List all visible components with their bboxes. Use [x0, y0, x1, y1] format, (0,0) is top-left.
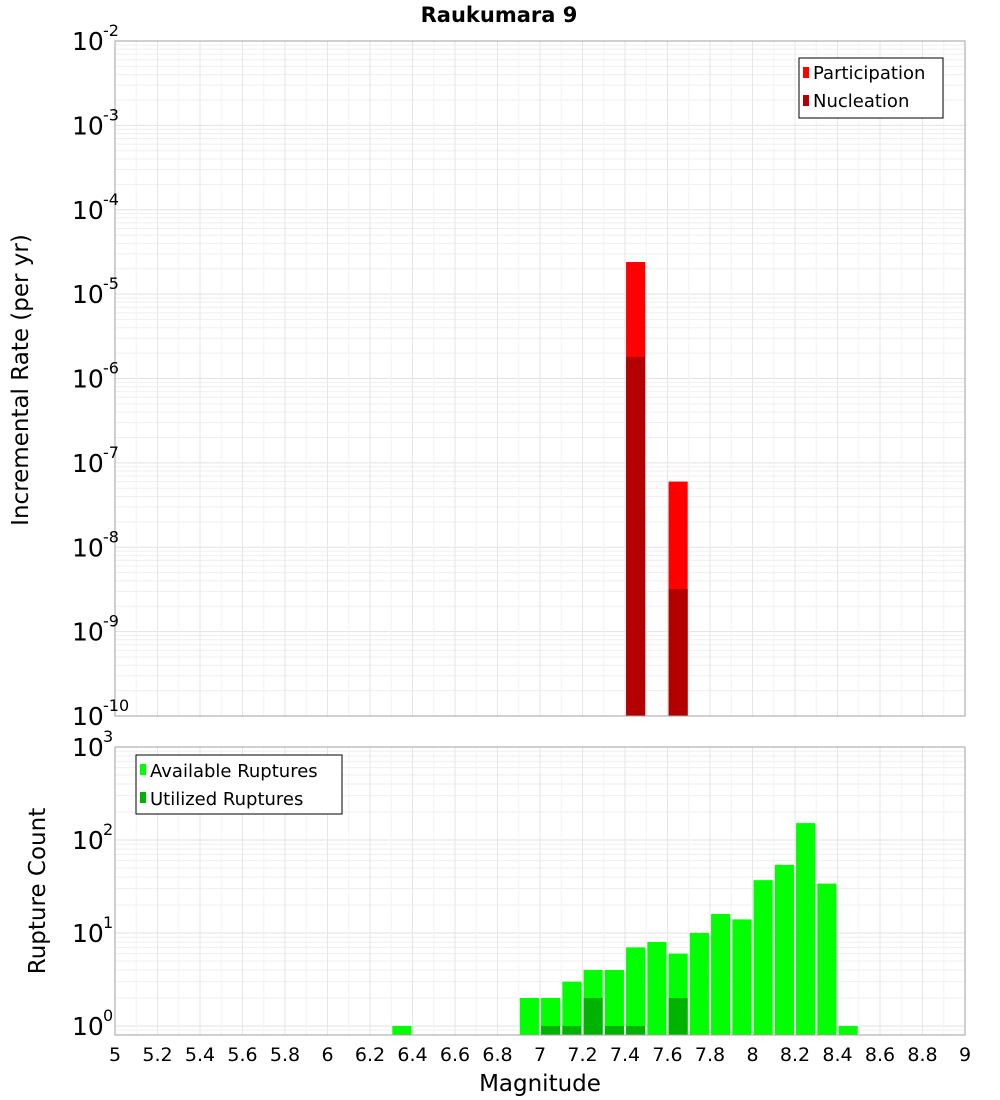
rate-y-tick-label: 10: [72, 111, 104, 140]
rate-legend: Participation Nucleation: [798, 57, 944, 119]
legend-swatch-participation: [803, 67, 809, 78]
count-bars: [392, 823, 858, 1035]
rate-y-tick-exponent: -2: [103, 21, 119, 40]
rate-y-tick-exponent: -3: [103, 105, 119, 124]
count-bar-series-1: [604, 969, 624, 1035]
count-bar-series-1: [753, 880, 773, 1035]
legend-swatch-nucleation: [803, 95, 809, 106]
x-tick-label: 6: [321, 1044, 333, 1066]
count-bar-series-1: [689, 932, 709, 1035]
count-legend: Available Ruptures Utilized Ruptures: [135, 754, 343, 815]
count-y-tick-exponent: 0: [103, 1006, 113, 1025]
count-y-tick-label: 10: [72, 919, 104, 948]
x-tick-label: 9: [959, 1044, 971, 1066]
rate-y-tick-label: 10: [72, 280, 104, 309]
count-bar-series-1: [796, 823, 816, 1035]
rate-y-tick-label: 10: [72, 702, 104, 731]
x-tick-label: 6.6: [440, 1044, 470, 1066]
count-bar-series-2: [668, 997, 688, 1035]
x-ticks: 5 5.2 5.4 5.6 5.8 6 6.2 6.4 6.6 6.8 7 7.2 7.4 7.6 7.8 8…: [109, 1044, 971, 1066]
x-tick-label: 5: [109, 1044, 121, 1066]
count-bar-series-1: [774, 864, 794, 1035]
x-tick-label: 5.4: [185, 1044, 215, 1066]
count-bar-series-1: [626, 947, 646, 1035]
rate-y-tick-exponent: -9: [103, 612, 119, 631]
count-bar-series-1: [541, 997, 561, 1035]
x-tick-label: 6.2: [355, 1044, 385, 1066]
rate-plot-frame: [114, 40, 966, 717]
count-y-tick-exponent: 1: [103, 913, 113, 932]
rate-y-tick-label: 10: [72, 365, 104, 394]
x-tick-label: 6.8: [482, 1044, 512, 1066]
count-bar-series-1: [817, 883, 837, 1035]
rate-y-tick-exponent: -4: [103, 190, 119, 209]
x-tick-label: 8.6: [865, 1044, 895, 1066]
rate-y-tick-label: 10: [72, 196, 104, 225]
x-tick-label: 7.2: [567, 1044, 597, 1066]
x-tick-label: 7.6: [652, 1044, 682, 1066]
x-tick-label: 5.8: [270, 1044, 300, 1066]
legend-label-available: Available Ruptures: [150, 761, 318, 782]
count-bar-series-1: [732, 919, 752, 1035]
count-bar-series-2: [562, 1025, 582, 1035]
x-tick-label: 5.6: [227, 1044, 257, 1066]
legend-label-participation: Participation: [813, 63, 925, 84]
x-tick-label: 8.8: [907, 1044, 937, 1066]
rate-grid: [114, 41, 966, 717]
count-legend-box: [135, 754, 343, 815]
legend-label-utilized: Utilized Ruptures: [150, 789, 303, 810]
x-tick-label: 8.2: [780, 1044, 810, 1066]
count-bar-series-1: [392, 1025, 412, 1035]
count-y-tick-exponent: 3: [103, 727, 113, 746]
rate-legend-box: [798, 57, 944, 119]
legend-label-nucleation: Nucleation: [813, 91, 909, 112]
count-bar-series-1: [519, 997, 539, 1035]
x-tick-label: 8.4: [822, 1044, 852, 1066]
count-y-axis-label: Rupture Count: [25, 808, 51, 974]
count-y-tick-label: 10: [72, 733, 104, 762]
rate-y-tick-label: 10: [72, 27, 104, 56]
rate-y-tick-exponent: -8: [103, 527, 119, 546]
legend-swatch-available: [140, 764, 146, 775]
chart-title: Raukumara 9: [421, 3, 578, 27]
rate-y-tick-label: 10: [72, 618, 104, 647]
count-bar-series-2: [604, 1025, 624, 1035]
rate-y-tick-label: 10: [72, 449, 104, 478]
rate-bars: [626, 262, 688, 716]
count-bar-series-1: [711, 914, 731, 1035]
x-tick-label: 6.4: [397, 1044, 427, 1066]
count-bar-series-2: [626, 1025, 646, 1035]
rate-y-tick-exponent: -7: [103, 443, 119, 462]
rate-y-tick-exponent: -10: [103, 696, 129, 715]
count-bar-series-2: [583, 997, 603, 1035]
count-bar-series-2: [541, 1025, 561, 1035]
count-bar-series-1: [838, 1025, 858, 1035]
x-tick-label: 7.4: [610, 1044, 640, 1066]
x-tick-label: 5.2: [142, 1044, 172, 1066]
count-y-tick-exponent: 2: [103, 820, 113, 839]
rate-bar-series-2: [626, 356, 646, 716]
x-tick-label: 8: [746, 1044, 758, 1066]
legend-swatch-utilized: [140, 792, 146, 803]
rate-y-tick-exponent: -5: [103, 274, 119, 293]
count-bar-series-1: [647, 942, 667, 1035]
rate-y-axis-label: Incremental Rate (per yr): [8, 234, 34, 526]
count-y-tick-label: 10: [72, 826, 104, 855]
x-tick-label: 7: [534, 1044, 546, 1066]
count-plot-frame: [114, 746, 966, 1036]
count-bar-series-1: [562, 981, 582, 1035]
rate-y-tick-exponent: -6: [103, 359, 119, 378]
x-axis-label: Magnitude: [479, 1071, 601, 1097]
rate-y-tick-label: 10: [72, 533, 104, 562]
x-tick-label: 7.8: [695, 1044, 725, 1066]
count-y-tick-label: 10: [72, 1012, 104, 1041]
rate-bar-series-2: [668, 589, 688, 716]
